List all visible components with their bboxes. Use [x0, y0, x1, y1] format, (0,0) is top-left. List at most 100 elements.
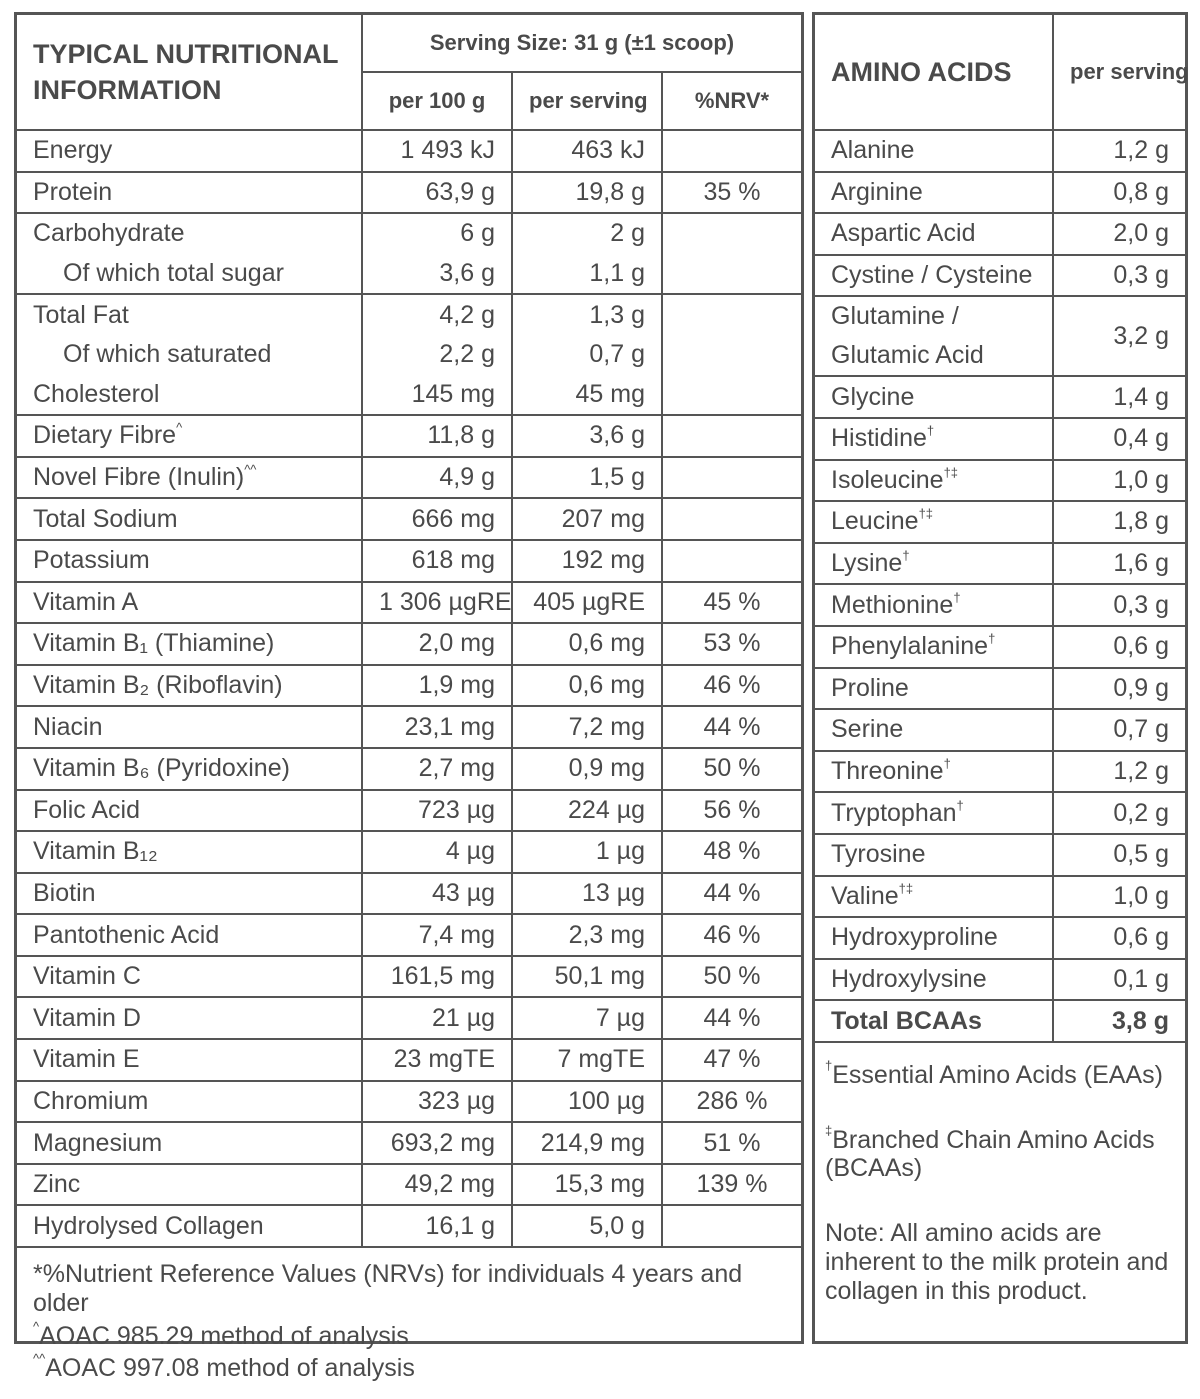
per-serving: 0,6 mg: [511, 663, 663, 707]
amino-value: 0,6 g: [1052, 624, 1186, 668]
nutrient-row: Pantothenic Acid 7,4 mg 2,3 mg 46 %: [16, 913, 802, 956]
nutrient-row: Of which saturated 2,2 g 0,7 g: [16, 334, 802, 375]
nutrient-name: Dietary Fibre^: [16, 414, 363, 457]
per-100g: 693,2 mg: [361, 1121, 513, 1164]
label: Alanine: [831, 136, 915, 165]
label: Proline: [831, 673, 909, 702]
label: Total Sodium: [33, 504, 178, 533]
amino-row: Threonine† 1,2 g: [814, 749, 1186, 793]
nutrient-row: Novel Fibre (Inulin)^^ 4,9 g 1,5 g: [16, 455, 802, 499]
amino-row: Leucine†‡ 1,8 g: [814, 500, 1186, 543]
label: Carbohydrate: [33, 219, 185, 248]
serving-size: Serving Size: 31 g (±1 scoop): [361, 14, 802, 73]
nrv: [661, 334, 802, 375]
amino-row: Cystine / Cysteine 0,3 g: [814, 253, 1186, 297]
amino-value: 0,8 g: [1052, 170, 1186, 214]
footnote-mark: †‡: [943, 464, 959, 480]
amino-row: Proline 0,9 g: [814, 666, 1186, 710]
amino-value: 0,7 g: [1052, 708, 1186, 751]
header-row: per 100 g per serving %NRV*: [17, 71, 802, 131]
nutrient-name: Vitamin C: [16, 954, 363, 998]
amino-name: Threonine†: [814, 749, 1054, 793]
per-100g: 4,9 g: [361, 455, 513, 499]
per-serving: 5,0 g: [511, 1204, 663, 1247]
label-line: Glutamine /: [831, 302, 959, 331]
amino-name: Aspartic Acid: [814, 212, 1054, 255]
per-serving: 100 µg: [511, 1079, 663, 1123]
footnote-mark: †: [988, 631, 996, 647]
footnote: *%Nutrient Reference Values (NRVs) for i…: [33, 1260, 785, 1318]
nrv: 53 %: [661, 622, 802, 665]
per-100g: 23,1 mg: [361, 705, 513, 748]
amino-name: Hydroxyproline: [814, 916, 1054, 959]
label: Total BCAAs: [831, 1006, 982, 1035]
per-serving: 7,2 mg: [511, 705, 663, 748]
amino-row: Tryptophan† 0,2 g: [814, 791, 1186, 834]
footnote-text: AOAC 985.29 method of analysis: [39, 1321, 409, 1350]
column-label: per 100 g: [388, 88, 486, 113]
footnote-text: Branched Chain Amino Acids (BCAAs): [825, 1125, 1155, 1183]
amino-row: Total BCAAs 3,8 g: [814, 999, 1186, 1041]
nrv: 50 %: [661, 746, 802, 790]
amino-name: Cystine / Cysteine: [814, 253, 1054, 297]
nrv: 46 %: [661, 663, 802, 707]
label: Zinc: [33, 1170, 81, 1199]
per-serving: 0,6 mg: [511, 622, 663, 665]
amino-name: Tryptophan†: [814, 791, 1054, 834]
nutrient-row: Energy 1 493 kJ 463 kJ: [16, 129, 802, 172]
nrv: 47 %: [661, 1038, 802, 1081]
nutrient-row: Magnesium 693,2 mg 214,9 mg 51 %: [16, 1121, 802, 1164]
nutrient-name: Cholesterol: [16, 374, 363, 416]
nutrient-name: Vitamin B₂ (Riboflavin): [16, 663, 363, 707]
amino-name: Isoleucine†‡: [814, 458, 1054, 502]
footnote-mark: ‡: [825, 1122, 833, 1138]
amino-name: Valine†‡: [814, 874, 1054, 918]
label: Leucine: [831, 507, 919, 536]
nutrient-name: Pantothenic Acid: [16, 913, 363, 956]
per-100g: 618 mg: [361, 538, 513, 582]
label: Hydroxylysine: [831, 964, 987, 993]
footnotes: *%Nutrient Reference Values (NRVs) for i…: [17, 1246, 801, 1399]
nrv: [661, 293, 802, 335]
nutrient-name: Hydrolysed Collagen: [16, 1204, 363, 1247]
amino-value: 0,2 g: [1052, 791, 1186, 834]
per-100g: 666 mg: [361, 497, 513, 540]
nutrient-row: Biotin 43 µg 13 µg 44 %: [16, 871, 802, 915]
footnote-mark: ^: [176, 420, 183, 436]
per-serving: 1,1 g: [511, 253, 663, 295]
label: Vitamin B₁ (Thiamine): [33, 629, 275, 658]
amino-row: Hydroxyproline 0,6 g: [814, 916, 1186, 959]
nutrient-name: Vitamin D: [16, 996, 363, 1040]
nrv: [661, 374, 802, 416]
per-100g: 161,5 mg: [361, 954, 513, 998]
label: Novel Fibre (Inulin): [33, 463, 245, 492]
footnote-mark: †‡: [898, 880, 914, 896]
footnote-mark: †: [956, 797, 964, 813]
label: Arginine: [831, 177, 923, 206]
label: Lysine: [831, 549, 903, 578]
amino-value: 3,8 g: [1052, 999, 1186, 1041]
footnotes: †Essential Amino Acids (EAAs) ‡Branched C…: [815, 1040, 1185, 1354]
amino-value: 0,9 g: [1052, 666, 1186, 710]
per-100g: 2,7 mg: [361, 746, 513, 790]
page: {"nutrition": { "title": "TYPICAL NUTRIT…: [14, 12, 1189, 1383]
amino-value: 1,6 g: [1052, 541, 1186, 585]
amino-row: Arginine 0,8 g: [814, 170, 1186, 214]
nutrient-name: Carbohydrate: [16, 212, 363, 254]
label: Cholesterol: [33, 379, 160, 408]
amino-table: AMINO ACIDS per serving Alanine 1,2 g Argini…: [814, 14, 1189, 1041]
label: Histidine: [831, 424, 927, 453]
per-100g: 21 µg: [361, 996, 513, 1040]
per-serving: 7 mgTE: [511, 1038, 663, 1081]
label: Of which saturated: [63, 340, 272, 369]
footnote-mark: ^^: [244, 462, 257, 478]
per-100g: 2,2 g: [361, 334, 513, 375]
footnote-mark: †: [953, 589, 961, 605]
nutrient-name: Energy: [16, 129, 363, 172]
per-serving: 0,9 mg: [511, 746, 663, 790]
column-label: per serving: [529, 88, 648, 113]
nutrient-row: Total Fat 4,2 g 1,3 g: [16, 293, 802, 335]
amino-row: Glycine 1,4 g: [814, 375, 1186, 418]
per-serving: 1,3 g: [511, 293, 663, 335]
